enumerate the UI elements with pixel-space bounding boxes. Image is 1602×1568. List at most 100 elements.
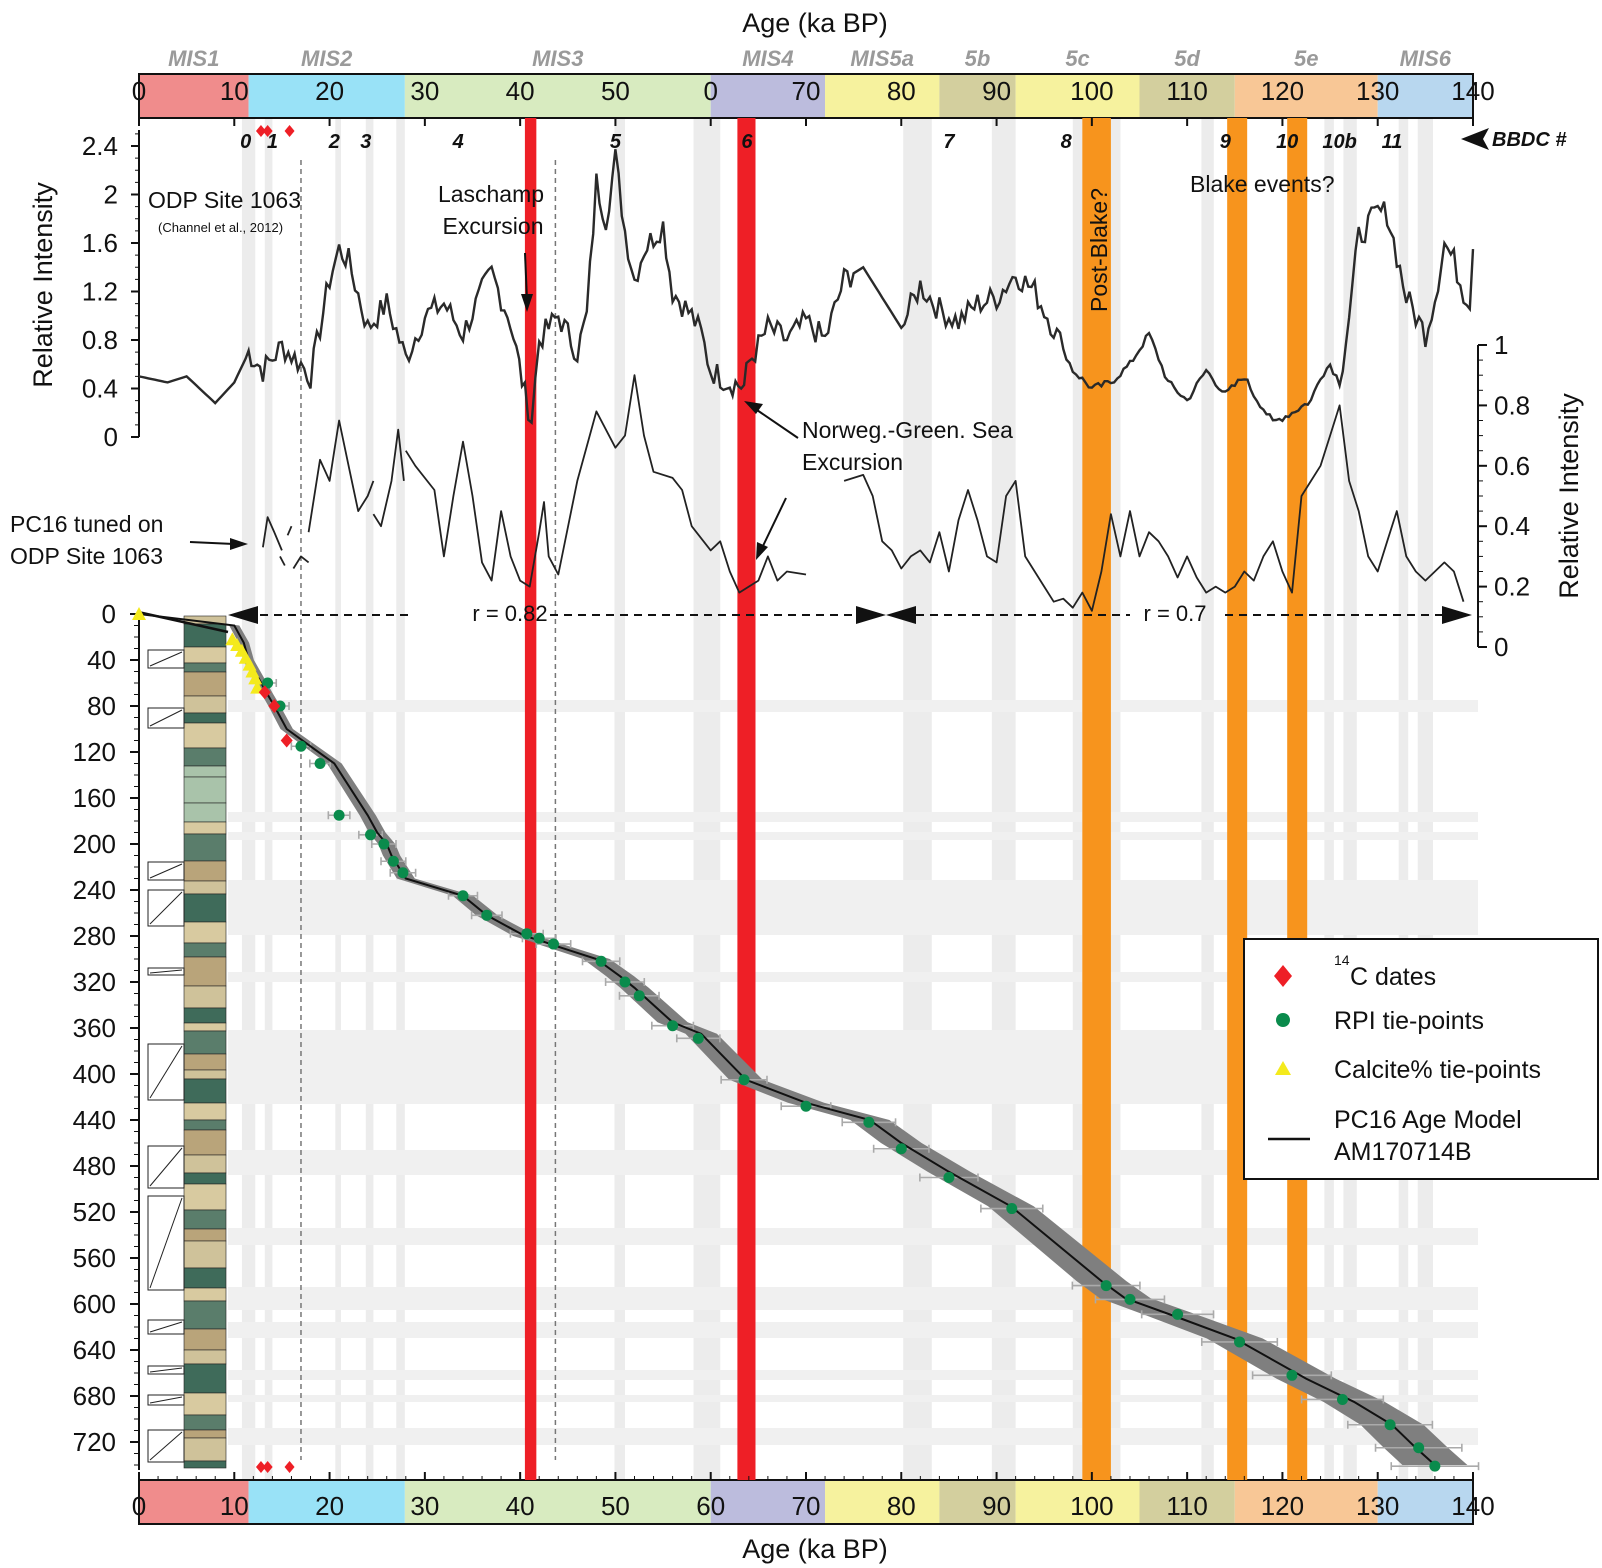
rpi-tie-point xyxy=(547,938,559,950)
lithology-layer xyxy=(183,695,227,714)
bbdc-number: 2 xyxy=(328,131,340,153)
depth-tick-label: 440 xyxy=(73,1105,116,1135)
depth-tick-label: 0 xyxy=(102,599,116,629)
depth-tick-label: 560 xyxy=(73,1243,116,1273)
grey-stratum xyxy=(228,832,1478,840)
mis-bar-bottom xyxy=(139,1480,249,1524)
odp-y-axis: 0 0.4 0.8 1.2 1.6 2 2.4 xyxy=(82,130,140,452)
rpi-tie-point xyxy=(595,955,607,967)
pc16-tick-label: 0.2 xyxy=(1494,572,1530,602)
rpi-tie-point xyxy=(692,1032,704,1044)
pc16-tick-label: 0.4 xyxy=(1494,511,1530,541)
bottom-tick-label: 30 xyxy=(410,1491,439,1521)
rpi-tie-point xyxy=(738,1074,750,1086)
bottom-tick-label: 140 xyxy=(1451,1491,1494,1521)
lithology-layer xyxy=(183,1053,227,1071)
mis-label: MIS1 xyxy=(168,46,219,71)
top-tick-label: 0 xyxy=(132,76,146,106)
grey-band xyxy=(1109,118,1121,1480)
lithology-layer xyxy=(183,662,227,673)
rpi-tie-point xyxy=(1006,1203,1018,1215)
lithology-layer xyxy=(183,1267,227,1289)
lithology-layer xyxy=(183,747,227,767)
bottom-axis-title: Age (ka BP) xyxy=(742,1534,888,1564)
correlation-label-2: r = 0.7 xyxy=(1144,601,1207,626)
grey-band xyxy=(335,118,342,1480)
mis-bar-top xyxy=(939,74,1016,118)
bbdc-number: 7 xyxy=(943,131,955,153)
rpi-tie-point xyxy=(1336,1393,1348,1405)
mis-label: 5d xyxy=(1174,46,1200,71)
pc16-line-segment xyxy=(307,419,375,533)
lithology-layer xyxy=(183,1154,227,1174)
pc16-rpi-lines xyxy=(262,374,1465,612)
bbdc-number: 6 xyxy=(741,131,753,153)
lithology-layer xyxy=(183,671,227,697)
rpi-tie-point xyxy=(895,1143,907,1155)
lithology-layer xyxy=(183,1078,227,1104)
mis-bar-top xyxy=(710,74,826,118)
rpi-tie-point xyxy=(378,838,390,850)
lithology-layer xyxy=(183,712,227,724)
depth-tick-label: 400 xyxy=(73,1059,116,1089)
lithology-layer xyxy=(183,1437,227,1462)
pc16-line-segment xyxy=(286,525,293,536)
lithology-marker-slash xyxy=(149,969,183,974)
legend: 14 C dates RPI tie-points Calcite% tie-p… xyxy=(1243,938,1599,1180)
bbdc-number: 10 xyxy=(1276,131,1298,153)
depth-y-axis: 0 40 80 120 160 200 240 280 320 360 400 440 480 520 56… xyxy=(73,599,140,1470)
laschamp-label-2: Excursion xyxy=(443,213,544,239)
excursion-band xyxy=(737,118,756,1480)
legend-c14-sup: 14 xyxy=(1334,952,1350,968)
odp-tick-label: 0.4 xyxy=(82,374,118,404)
depth-tick-label: 600 xyxy=(73,1289,116,1319)
mis-bar-bottom xyxy=(248,1480,405,1524)
yellow-triangle-icon xyxy=(1275,1061,1291,1075)
bbdc-number: 3 xyxy=(360,131,371,153)
rpi-tie-point xyxy=(295,740,307,752)
lithology-layer xyxy=(183,821,227,835)
pc16-tick-label: 0 xyxy=(1494,632,1508,662)
pc16-tick-label: 0.8 xyxy=(1494,390,1530,420)
lithology-marker-slash xyxy=(149,1396,183,1404)
c14-dates xyxy=(255,125,295,1473)
pc16-line-segment xyxy=(279,555,286,566)
grey-stratum xyxy=(228,812,1478,822)
rpi-tie-point xyxy=(457,890,469,902)
rpi-tie-point xyxy=(800,1100,812,1112)
rpi-tie-point xyxy=(397,867,409,879)
rpi-tie-point xyxy=(1384,1419,1396,1431)
legend-age-model-label-2: AM170714B xyxy=(1334,1138,1472,1166)
rpi-tie-point xyxy=(1429,1460,1441,1472)
correlation-label-1: r = 0.82 xyxy=(472,601,547,626)
rpi-tie-point xyxy=(619,976,631,988)
top-axis-title: Age (ka BP) xyxy=(742,8,888,38)
top-tick-label: 90 xyxy=(982,76,1011,106)
grey-band xyxy=(1201,118,1214,1480)
odp-tick-label: 1.2 xyxy=(82,277,118,307)
pc16-tick-label: 1 xyxy=(1494,330,1508,360)
arrow-right-icon xyxy=(856,606,886,624)
top-axis-ticks: 0 10 20 30 40 50 0 70 80 90 100 110 120 130 140 xyxy=(132,76,1495,126)
rpi-tie-point xyxy=(1234,1336,1246,1348)
depth-tick-label: 680 xyxy=(73,1381,116,1411)
pc16-tick-label: 0.6 xyxy=(1494,451,1530,481)
c14-date xyxy=(258,685,271,700)
bbdc-number: 5 xyxy=(610,131,622,153)
bbdc-number: 0 xyxy=(240,131,251,153)
bottom-tick-label: 50 xyxy=(601,1491,630,1521)
lithology-layer xyxy=(183,956,227,987)
lithology-layer xyxy=(183,1414,227,1431)
mis-bar-top xyxy=(1139,74,1235,118)
mis-bar-top xyxy=(404,74,711,118)
bottom-tick-label: 90 xyxy=(982,1491,1011,1521)
top-tick-label: 10 xyxy=(220,76,249,106)
lithology-column xyxy=(147,615,227,1469)
lithology-marker-slash xyxy=(149,651,183,667)
legend-rpi-label: RPI tie-points xyxy=(1334,1007,1484,1035)
excursion-band xyxy=(1227,118,1248,1480)
laschamp-label-1: Laschamp xyxy=(438,181,544,207)
rpi-tie-point xyxy=(633,990,645,1002)
bbdc-number: 8 xyxy=(1061,131,1073,153)
lithology-marker-slash xyxy=(149,709,183,727)
